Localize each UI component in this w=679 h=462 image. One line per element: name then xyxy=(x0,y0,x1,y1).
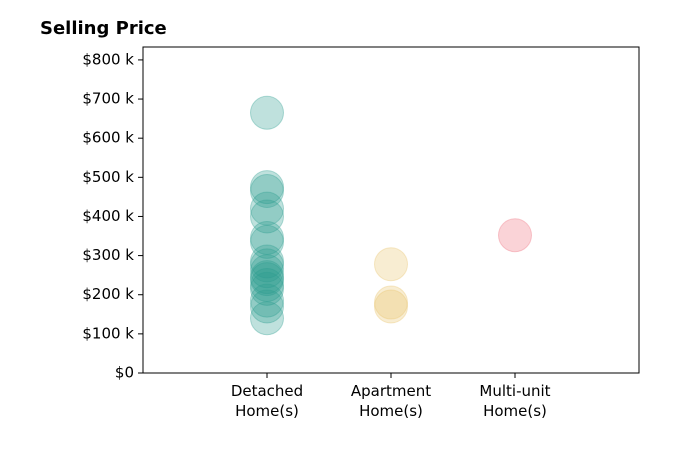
y-tick-label: $700 k xyxy=(82,90,134,108)
point xyxy=(250,220,284,255)
point xyxy=(250,224,284,259)
y-tick-label: $0 xyxy=(115,364,134,382)
point xyxy=(250,262,284,297)
point xyxy=(250,174,284,209)
point xyxy=(250,271,284,306)
point xyxy=(250,283,284,318)
point xyxy=(374,285,408,320)
y-tick-label: $200 k xyxy=(82,285,134,303)
y-tick-label: $300 k xyxy=(82,246,134,264)
point xyxy=(374,247,408,282)
point xyxy=(250,248,284,283)
point xyxy=(374,289,408,324)
x-tick-label: Apartment Home(s) xyxy=(350,382,432,420)
y-tick-label: $500 k xyxy=(82,168,134,186)
y-tick-label: $600 k xyxy=(82,129,134,147)
x-tick-label: Multi-unit Home(s) xyxy=(479,382,551,420)
plot-frame xyxy=(142,46,640,374)
x-tick-label: Detached Home(s) xyxy=(230,382,304,420)
y-tick-label: $400 k xyxy=(82,207,134,225)
point xyxy=(250,170,284,205)
point xyxy=(250,95,284,130)
point xyxy=(250,289,284,324)
point xyxy=(250,267,284,302)
point xyxy=(250,244,284,279)
point xyxy=(250,301,284,336)
y-tick-label: $100 k xyxy=(82,324,134,342)
point xyxy=(250,260,284,295)
point xyxy=(250,254,284,289)
point xyxy=(498,218,532,253)
y-tick-label: $800 k xyxy=(82,50,134,68)
point xyxy=(250,191,284,226)
chart-title: Selling Price xyxy=(40,18,167,39)
point xyxy=(250,199,284,234)
